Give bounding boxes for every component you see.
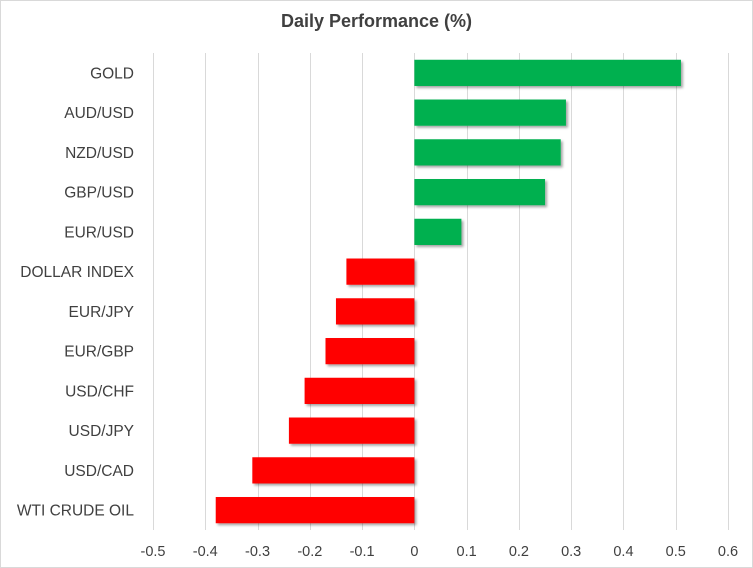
category-label: WTI CRUDE OIL <box>17 503 134 520</box>
category-label: USD/CHF <box>65 383 134 400</box>
x-tick-label: 0.4 <box>613 544 633 560</box>
x-tick-label: 0.1 <box>457 544 477 560</box>
gridlines <box>153 53 729 530</box>
x-tick-label: 0.6 <box>718 544 738 560</box>
category-label: USD/CAD <box>64 463 134 480</box>
bar-aud-usd <box>414 99 566 126</box>
category-labels: GOLD AUD/USD NZD/USD GBP/USD EUR/USD DOLLAR I… <box>17 65 135 519</box>
bar-usd-chf <box>304 377 415 404</box>
chart-title: Daily Performance (%) <box>280 11 473 31</box>
bar-wti-crude-oil <box>215 497 415 524</box>
category-label: EUR/USD <box>64 224 134 241</box>
x-tick-label: -0.5 <box>141 544 166 560</box>
x-tick-label: 0.5 <box>666 544 686 560</box>
category-label: GOLD <box>90 65 134 82</box>
x-axis-tick-labels: -0.5 -0.4 -0.3 -0.2 -0.1 0 0.1 0.2 0.3 0.4 0.5 0.6 <box>141 544 739 560</box>
x-tick-label: -0.3 <box>245 544 270 560</box>
x-tick-label: 0.3 <box>561 544 581 560</box>
bars <box>215 59 681 524</box>
category-label: EUR/JPY <box>69 304 134 321</box>
category-label: USD/JPY <box>69 423 134 440</box>
category-label: NZD/USD <box>65 145 134 162</box>
bar-usd-jpy <box>288 417 415 444</box>
x-tick-label: -0.1 <box>350 544 375 560</box>
x-tick-label: 0 <box>410 544 418 560</box>
bar-dollar-index <box>346 258 415 285</box>
bar-usd-cad <box>252 457 415 484</box>
bar-gbp-usd <box>414 179 546 206</box>
bar-eur-usd <box>414 218 462 245</box>
bar-gold <box>414 59 681 86</box>
category-label: AUD/USD <box>64 105 134 122</box>
bar-nzd-usd <box>414 139 561 166</box>
x-tick-label: -0.2 <box>297 544 322 560</box>
category-label: DOLLAR INDEX <box>20 264 134 281</box>
bar-eur-jpy <box>335 298 415 325</box>
bar-eur-gbp <box>325 338 415 365</box>
x-tick-label: 0.2 <box>509 544 529 560</box>
category-label: GBP/USD <box>64 185 134 202</box>
category-label: EUR/GBP <box>64 344 134 361</box>
x-tick-label: -0.4 <box>193 544 218 560</box>
